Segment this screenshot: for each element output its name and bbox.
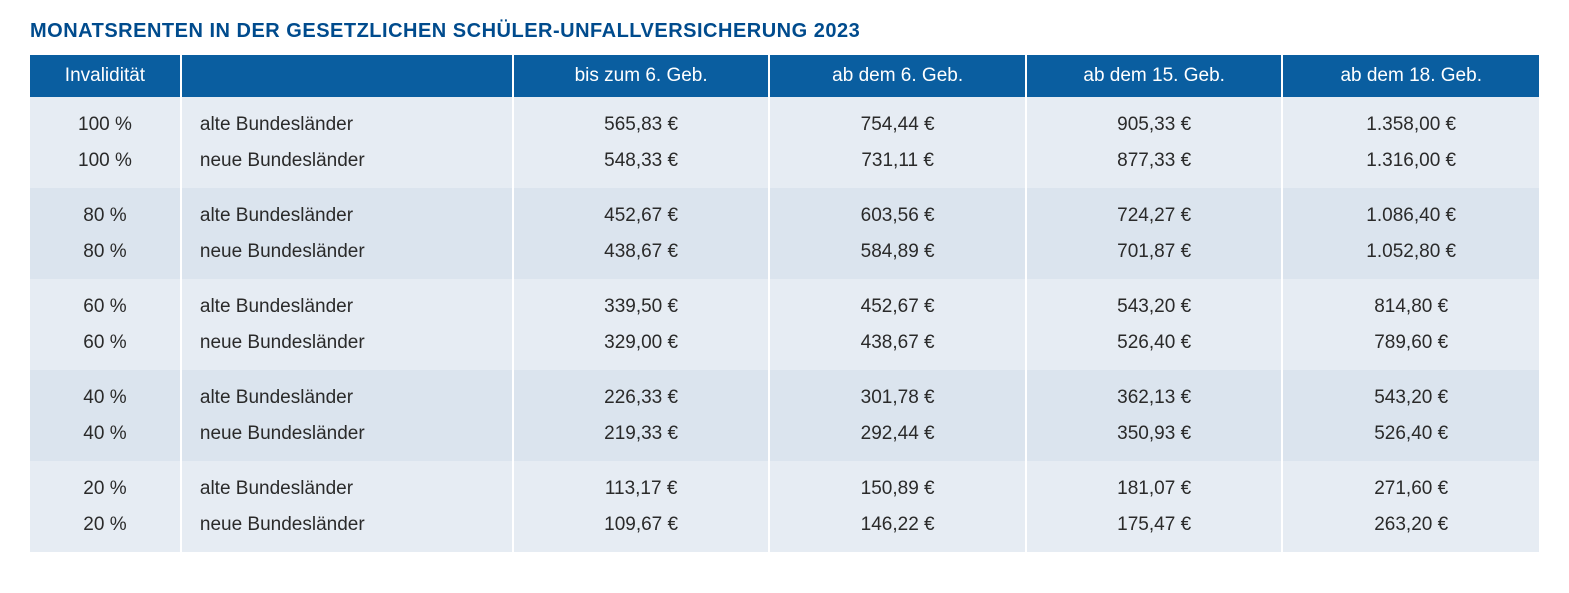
cell-region: alte Bundesländer [181, 461, 513, 507]
cell-invaliditaet: 60 % [30, 325, 181, 371]
col-header-region [181, 55, 513, 97]
cell-value: 146,22 € [769, 507, 1026, 553]
cell-value: 526,40 € [1282, 416, 1539, 462]
cell-value: 350,93 € [1026, 416, 1283, 462]
cell-invaliditaet: 80 % [30, 188, 181, 234]
page-title: MONATSRENTEN IN DER GESETZLICHEN SCHÜLER… [30, 20, 1539, 43]
cell-value: 1.086,40 € [1282, 188, 1539, 234]
table-row: 60 % alte Bundesländer 339,50 € 452,67 €… [30, 279, 1539, 325]
cell-value: 219,33 € [513, 416, 770, 462]
table-row: 60 % neue Bundesländer 329,00 € 438,67 €… [30, 325, 1539, 371]
cell-value: 584,89 € [769, 234, 1026, 280]
table-row: 100 % alte Bundesländer 565,83 € 754,44 … [30, 97, 1539, 143]
cell-value: 789,60 € [1282, 325, 1539, 371]
cell-invaliditaet: 100 % [30, 143, 181, 189]
cell-value: 548,33 € [513, 143, 770, 189]
col-header-ab-15: ab dem 15. Geb. [1026, 55, 1283, 97]
cell-value: 271,60 € [1282, 461, 1539, 507]
cell-region: alte Bundesländer [181, 279, 513, 325]
cell-value: 731,11 € [769, 143, 1026, 189]
cell-value: 543,20 € [1026, 279, 1283, 325]
table-row: 80 % alte Bundesländer 452,67 € 603,56 €… [30, 188, 1539, 234]
table-header-row: Invalidität bis zum 6. Geb. ab dem 6. Ge… [30, 55, 1539, 97]
cell-region: neue Bundesländer [181, 507, 513, 553]
cell-region: alte Bundesländer [181, 97, 513, 143]
table-row: 20 % neue Bundesländer 109,67 € 146,22 €… [30, 507, 1539, 553]
cell-invaliditaet: 20 % [30, 507, 181, 553]
cell-value: 263,20 € [1282, 507, 1539, 553]
cell-value: 1.052,80 € [1282, 234, 1539, 280]
cell-value: 1.316,00 € [1282, 143, 1539, 189]
cell-value: 814,80 € [1282, 279, 1539, 325]
cell-value: 452,67 € [769, 279, 1026, 325]
cell-invaliditaet: 20 % [30, 461, 181, 507]
cell-value: 175,47 € [1026, 507, 1283, 553]
cell-value: 438,67 € [769, 325, 1026, 371]
cell-region: neue Bundesländer [181, 325, 513, 371]
col-header-ab-6: ab dem 6. Geb. [769, 55, 1026, 97]
cell-value: 181,07 € [1026, 461, 1283, 507]
cell-region: neue Bundesländer [181, 234, 513, 280]
cell-invaliditaet: 40 % [30, 416, 181, 462]
cell-value: 113,17 € [513, 461, 770, 507]
cell-value: 543,20 € [1282, 370, 1539, 416]
cell-value: 701,87 € [1026, 234, 1283, 280]
cell-value: 1.358,00 € [1282, 97, 1539, 143]
cell-value: 362,13 € [1026, 370, 1283, 416]
cell-value: 150,89 € [769, 461, 1026, 507]
cell-value: 877,33 € [1026, 143, 1283, 189]
cell-value: 603,56 € [769, 188, 1026, 234]
cell-value: 905,33 € [1026, 97, 1283, 143]
cell-value: 329,00 € [513, 325, 770, 371]
cell-invaliditaet: 80 % [30, 234, 181, 280]
cell-value: 526,40 € [1026, 325, 1283, 371]
table-row: 20 % alte Bundesländer 113,17 € 150,89 €… [30, 461, 1539, 507]
table-row: 80 % neue Bundesländer 438,67 € 584,89 €… [30, 234, 1539, 280]
cell-region: neue Bundesländer [181, 143, 513, 189]
cell-invaliditaet: 60 % [30, 279, 181, 325]
cell-value: 452,67 € [513, 188, 770, 234]
cell-value: 292,44 € [769, 416, 1026, 462]
col-header-invaliditaet: Invalidität [30, 55, 181, 97]
table-row: 40 % alte Bundesländer 226,33 € 301,78 €… [30, 370, 1539, 416]
cell-value: 301,78 € [769, 370, 1026, 416]
cell-value: 438,67 € [513, 234, 770, 280]
cell-value: 565,83 € [513, 97, 770, 143]
cell-value: 109,67 € [513, 507, 770, 553]
col-header-ab-18: ab dem 18. Geb. [1282, 55, 1539, 97]
cell-value: 339,50 € [513, 279, 770, 325]
cell-region: alte Bundesländer [181, 188, 513, 234]
cell-region: alte Bundesländer [181, 370, 513, 416]
cell-invaliditaet: 40 % [30, 370, 181, 416]
pension-table: Invalidität bis zum 6. Geb. ab dem 6. Ge… [30, 55, 1539, 552]
table-row: 40 % neue Bundesländer 219,33 € 292,44 €… [30, 416, 1539, 462]
cell-region: neue Bundesländer [181, 416, 513, 462]
col-header-bis-6: bis zum 6. Geb. [513, 55, 770, 97]
cell-value: 226,33 € [513, 370, 770, 416]
table-row: 100 % neue Bundesländer 548,33 € 731,11 … [30, 143, 1539, 189]
cell-invaliditaet: 100 % [30, 97, 181, 143]
cell-value: 754,44 € [769, 97, 1026, 143]
cell-value: 724,27 € [1026, 188, 1283, 234]
